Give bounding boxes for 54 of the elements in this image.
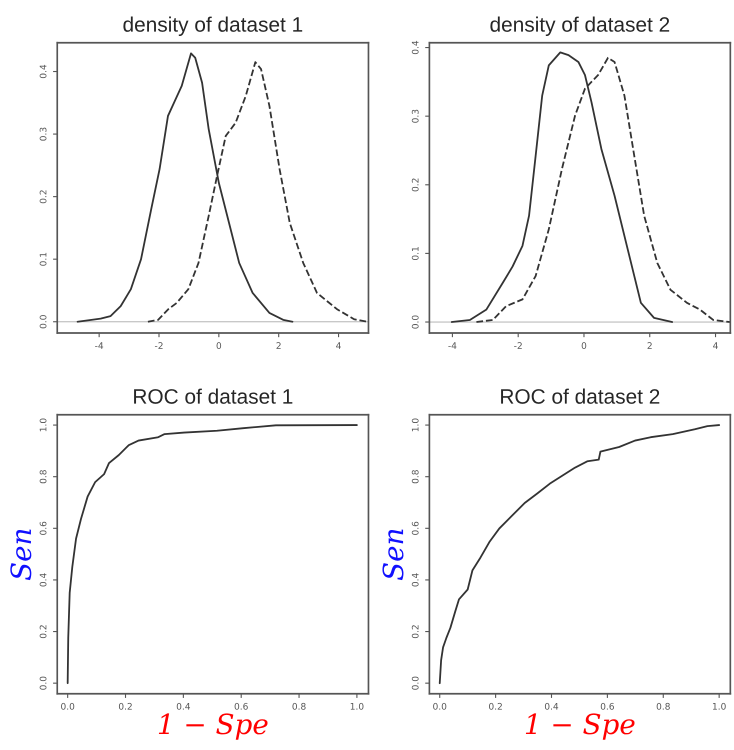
chart-title: ROC of dataset 1: [134, 388, 292, 404]
y-tick-label: 0.2: [412, 178, 419, 192]
y-tick-label: 0.6: [40, 522, 46, 535]
x-tick-label: 2: [276, 342, 281, 349]
y-tick-label: 0.1: [40, 252, 46, 266]
x-axis-title: 1 − Spe: [158, 713, 268, 740]
y-tick-label: 0.8: [40, 470, 46, 484]
x-tick-label: 0.4: [176, 702, 190, 710]
y-tick-label: 0.2: [40, 190, 46, 204]
x-tick-label: 0.0: [61, 702, 74, 710]
y-tick-label: 0.4: [412, 573, 419, 587]
y-tick-label: 0.2: [40, 625, 46, 638]
x-tick-label: 1.0: [712, 702, 726, 710]
x-tick-label: 2: [648, 342, 652, 349]
y-axis-title: Sen: [10, 530, 32, 580]
x-tick-label: 4: [713, 342, 718, 349]
x-tick-label: 0.2: [118, 702, 132, 710]
y-axis-title: Sen: [382, 530, 404, 580]
y-tick-label: 1.0: [412, 418, 419, 432]
y-tick-label: 0.0: [412, 315, 419, 329]
chart-title: density of dataset 2: [490, 16, 670, 36]
y-tick-label: 0.6: [412, 522, 419, 535]
y-tick-label: 0.8: [412, 470, 419, 484]
y-tick-label: 0.2: [412, 625, 419, 638]
y-tick-label: 0.1: [412, 247, 419, 260]
x-tick-label: 0.8: [656, 702, 670, 710]
y-tick-label: 0.0: [40, 315, 46, 328]
x-tick-label: 4: [336, 342, 341, 349]
x-tick-label: 1.0: [350, 702, 364, 710]
x-tick-label: 0.2: [489, 702, 502, 710]
y-tick-label: 0.3: [40, 128, 46, 141]
y-tick-label: 0.0: [40, 676, 46, 690]
y-tick-label: 0.0: [412, 676, 419, 690]
x-tick-label: 0.0: [433, 702, 446, 710]
y-tick-label: 1.0: [40, 418, 46, 432]
y-tick-label: 0.4: [40, 64, 46, 78]
x-tick-label: 0: [216, 342, 222, 350]
x-tick-label: -4: [95, 342, 104, 349]
line-series: [66, 424, 358, 684]
x-tick-label: -2: [514, 342, 522, 349]
chart-title: ROC of dataset 2: [501, 388, 660, 404]
x-tick-label: -4: [448, 342, 456, 349]
x-tick-label: 0.6: [234, 702, 248, 710]
x-tick-label: 0: [582, 342, 586, 350]
x-axis-title: 1 − Spe: [526, 713, 635, 740]
y-tick-label: 0.3: [412, 110, 419, 123]
x-tick-label: -2: [154, 342, 163, 349]
x-tick-label: 0.4: [544, 702, 558, 710]
y-tick-label: 0.4: [40, 573, 46, 587]
x-tick-label: 0.8: [292, 702, 306, 710]
x-tick-label: 0.6: [600, 702, 614, 710]
chart-title: density of dataset 1: [123, 16, 302, 36]
y-tick-label: 0.4: [412, 40, 419, 54]
line-series: [438, 424, 720, 684]
